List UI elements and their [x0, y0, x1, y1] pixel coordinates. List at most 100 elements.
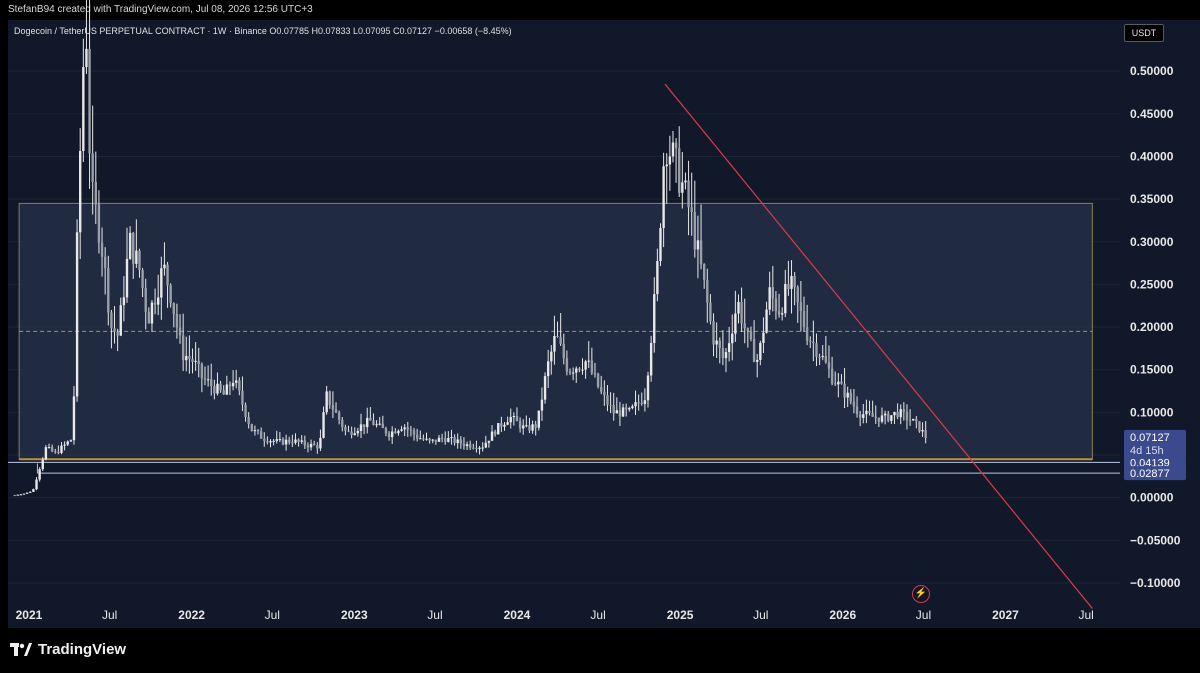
candle-body	[780, 313, 784, 315]
candle-body	[462, 443, 466, 447]
candle-body	[63, 444, 66, 446]
candle-body	[537, 410, 541, 428]
currency-selector[interactable]: USDT	[1124, 24, 1164, 42]
candle-body	[837, 381, 840, 385]
candle-body	[169, 285, 172, 304]
candle-body	[188, 355, 191, 359]
candle-body	[213, 385, 216, 394]
candle-body	[509, 417, 512, 423]
candle-body	[465, 444, 469, 447]
candle-body	[525, 425, 528, 427]
candle-body	[200, 363, 204, 379]
candle-body	[497, 423, 500, 435]
candle-body	[662, 166, 665, 228]
candle-body	[553, 335, 556, 352]
lightning-icon[interactable]: ⚡	[912, 585, 930, 603]
candle-body	[827, 362, 831, 369]
candle-body	[362, 424, 366, 428]
candle-body	[855, 406, 859, 415]
credit-text: StefanB94 created with TradingView.com, …	[8, 4, 313, 15]
candle-body	[600, 386, 603, 392]
candle-body	[777, 311, 781, 315]
candle-body	[347, 430, 350, 432]
candle-body	[681, 182, 684, 193]
candle-body	[727, 343, 731, 353]
candle-body	[415, 434, 419, 439]
candle-body	[22, 493, 26, 495]
candle-body	[696, 240, 700, 250]
candle-body	[812, 341, 815, 344]
candle-body	[216, 383, 219, 394]
candle-body	[481, 447, 484, 449]
candle-body	[771, 287, 775, 299]
candle-body	[128, 232, 132, 259]
candle-body	[331, 404, 335, 410]
trendline	[664, 83, 1093, 609]
candle-body	[768, 287, 771, 310]
candle-body	[369, 417, 372, 421]
candle-body	[721, 347, 725, 359]
y-tick-label: 0.30000	[1130, 235, 1174, 249]
candle-body	[225, 384, 229, 395]
candle-body	[715, 340, 718, 345]
tradingview-logo-icon	[10, 642, 32, 656]
candle-body	[731, 333, 734, 344]
candle-body	[231, 382, 235, 387]
price-label: 0.07127	[1130, 432, 1170, 444]
candle-body	[565, 358, 569, 372]
candle-body	[325, 391, 328, 413]
candle-body	[125, 258, 129, 298]
candle-body	[219, 383, 222, 391]
y-tick-label: 0.25000	[1130, 277, 1174, 291]
y-tick-label: −0.10000	[1130, 576, 1181, 590]
candle-body	[668, 156, 672, 165]
candle-body	[921, 429, 924, 432]
candle-body	[29, 491, 32, 493]
tradingview-logo[interactable]: TradingView	[10, 641, 126, 658]
candle-body	[60, 445, 63, 453]
candle-body	[316, 445, 319, 449]
candle-body	[802, 311, 806, 328]
y-tick-label: 0.35000	[1130, 192, 1174, 206]
candle-body	[425, 438, 428, 440]
y-tick-label: 0.45000	[1130, 107, 1174, 121]
candle-body	[699, 240, 703, 265]
candle-body	[487, 440, 491, 443]
candle-body	[450, 437, 453, 439]
candle-body	[905, 411, 909, 421]
candle-body	[849, 392, 853, 402]
candle-body	[500, 423, 503, 427]
candle-body	[759, 342, 762, 360]
bottom-bar	[0, 628, 1200, 673]
candle-body	[787, 284, 790, 289]
candle-body	[422, 438, 425, 440]
candle-body	[378, 423, 381, 425]
candle-body	[437, 437, 441, 442]
candle-body	[138, 250, 141, 271]
candle-body	[334, 409, 338, 413]
candle-body	[799, 302, 803, 312]
candle-body	[341, 419, 344, 427]
candle-body	[628, 408, 631, 410]
candle-body	[459, 439, 463, 444]
candle-body	[178, 327, 182, 336]
x-tick-label: 2023	[341, 608, 368, 622]
candle-body	[606, 395, 609, 405]
candle-body	[50, 447, 54, 452]
candle-body	[88, 48, 91, 154]
candle-body	[581, 369, 584, 371]
candle-body	[568, 371, 572, 373]
candle-body	[805, 327, 809, 341]
candle-body	[153, 302, 157, 305]
candle-body	[531, 424, 534, 431]
candle-body	[896, 411, 899, 418]
candle-body	[653, 294, 656, 343]
price-axis[interactable]	[1120, 20, 1200, 628]
candle-body	[684, 180, 687, 183]
candle-body	[278, 439, 282, 441]
candle-body	[244, 404, 247, 418]
price-label-bg	[1124, 429, 1186, 458]
y-tick-label: 0.15000	[1130, 363, 1174, 377]
candle-body	[593, 372, 597, 374]
